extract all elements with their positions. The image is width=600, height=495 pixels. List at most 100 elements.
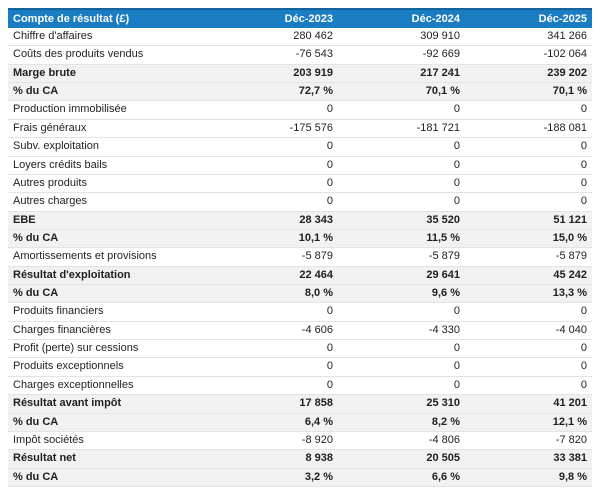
row-value: -5 879 (465, 247, 592, 267)
row-value: 0 (211, 156, 338, 175)
row-value: 72,7 % (211, 82, 338, 102)
row-value: 239 202 (465, 64, 592, 84)
row-label: % du CA (8, 413, 211, 432)
row-label: Marge brute (8, 64, 211, 84)
table-body: Chiffre d'affaires 280 462 309 910 341 266 C… (8, 28, 592, 487)
row-value: 0 (465, 137, 592, 157)
row-value: 11,5 % (338, 229, 465, 249)
table-row: Résultat net 8 938 20 505 33 381 (8, 449, 592, 469)
income-statement-table: Compte de résultat (£) Déc-2023 Déc-2024… (8, 8, 592, 487)
row-value: 309 910 (338, 28, 465, 47)
row-value: 9,6 % (338, 284, 465, 304)
table-row: Coûts des produits vendus -76 543 -92 669-… (8, 45, 592, 65)
row-label: Frais généraux (8, 119, 211, 139)
row-value: 15,0 % (465, 229, 592, 249)
row-value: 217 241 (338, 64, 465, 84)
table-row: Produits financiers 0 0 0 (8, 302, 592, 322)
row-label: Produits exceptionnels (8, 357, 211, 377)
row-value: 8 938 (211, 449, 338, 469)
table-header-row: Compte de résultat (£) Déc-2023 Déc-2024… (8, 8, 592, 28)
table-row: Impôt sociétés -8 920 -4 806 -7 820 (8, 431, 592, 451)
row-value: 0 (465, 376, 592, 396)
row-value: 51 121 (465, 211, 592, 230)
row-value: -175 576 (211, 119, 338, 139)
row-label: % du CA (8, 82, 211, 102)
row-value: 203 919 (211, 64, 338, 84)
row-value: 280 462 (211, 28, 338, 47)
row-value: 0 (465, 192, 592, 212)
table-row: Charges financières -4 606 -4 330 -4 040 (8, 321, 592, 341)
row-value: 10,1 % (211, 229, 338, 249)
row-value: 8,2 % (338, 413, 465, 432)
row-value: 41 201 (465, 394, 592, 414)
row-value: 0 (465, 339, 592, 359)
table-row: Chiffre d'affaires 280 462 309 910 341 266 (8, 28, 592, 47)
row-label: Chiffre d'affaires (8, 28, 211, 47)
row-label: Résultat net (8, 449, 211, 469)
row-value: 0 (211, 174, 338, 194)
row-value: 0 (338, 192, 465, 212)
row-value: 3,2 % (211, 468, 338, 487)
row-label: Subv. exploitation (8, 137, 211, 157)
row-value: 17 858 (211, 394, 338, 414)
column-header-dec-2024: Déc-2024 (338, 8, 465, 28)
row-value: 70,1 % (338, 82, 465, 102)
table-row: Charges exceptionnelles 0 0 0 (8, 376, 592, 396)
row-value: 35 520 (338, 211, 465, 230)
row-value: -92 669 (338, 45, 465, 65)
row-value: 0 (465, 357, 592, 377)
row-value: -8 920 (211, 431, 338, 451)
row-value: 0 (465, 302, 592, 322)
row-value: 9,8 % (465, 468, 592, 487)
row-value: 6,4 % (211, 413, 338, 432)
row-value: 45 242 (465, 266, 592, 286)
table-row: EBE 28 343 35 520 51 121 (8, 211, 592, 230)
row-label: Production immobilisée (8, 100, 211, 120)
row-value: 0 (465, 100, 592, 120)
row-value: 12,1 % (465, 413, 592, 432)
row-value: -5 879 (211, 247, 338, 267)
row-value: 0 (338, 339, 465, 359)
row-label: Profit (perte) sur cessions (8, 339, 211, 359)
row-value: 20 505 (338, 449, 465, 469)
row-value: -188 081 (465, 119, 592, 139)
row-value: -76 543 (211, 45, 338, 65)
table-title: Compte de résultat (£) (8, 8, 211, 28)
row-value: 70,1 % (465, 82, 592, 102)
table-row: Production immobilisée 0 0 0 (8, 100, 592, 120)
row-label: Produits financiers (8, 302, 211, 322)
row-value: -102 064 (465, 45, 592, 65)
row-value: 0 (338, 376, 465, 396)
table-row: % du CA 10,1 % 11,5 % 15,0 % (8, 229, 592, 249)
row-value: -4 040 (465, 321, 592, 341)
column-header-dec-2025: Déc-2025 (465, 8, 592, 28)
row-label: % du CA (8, 468, 211, 487)
table-row: Profit (perte) sur cessions 0 0 0 (8, 339, 592, 359)
table-row: % du CA 8,0 % 9,6 % 13,3 % (8, 284, 592, 304)
row-label: Coûts des produits vendus (8, 45, 211, 65)
row-value: 341 266 (465, 28, 592, 47)
table-row: Résultat avant impôt 17 858 25 310 41 201 (8, 394, 592, 414)
row-value: 0 (211, 339, 338, 359)
row-label: Charges exceptionnelles (8, 376, 211, 396)
row-value: -4 606 (211, 321, 338, 341)
row-label: EBE (8, 211, 211, 230)
row-value: 0 (338, 100, 465, 120)
row-value: 28 343 (211, 211, 338, 230)
row-label: % du CA (8, 284, 211, 304)
row-value: -4 330 (338, 321, 465, 341)
row-value: -4 806 (338, 431, 465, 451)
row-label: Amortissements et provisions (8, 247, 211, 267)
row-value: 0 (465, 156, 592, 175)
table-row: % du CA 72,7 % 70,1 % 70,1 % (8, 82, 592, 102)
row-value: 6,6 % (338, 468, 465, 487)
row-value: 13,3 % (465, 284, 592, 304)
row-value: 8,0 % (211, 284, 338, 304)
table-row: Frais généraux -175 576 -181 721 -188 081 (8, 119, 592, 139)
row-value: 33 381 (465, 449, 592, 469)
row-value: -181 721 (338, 119, 465, 139)
row-label: Impôt sociétés (8, 431, 211, 451)
row-label: Loyers crédits bails (8, 156, 211, 175)
column-header-dec-2023: Déc-2023 (211, 8, 338, 28)
